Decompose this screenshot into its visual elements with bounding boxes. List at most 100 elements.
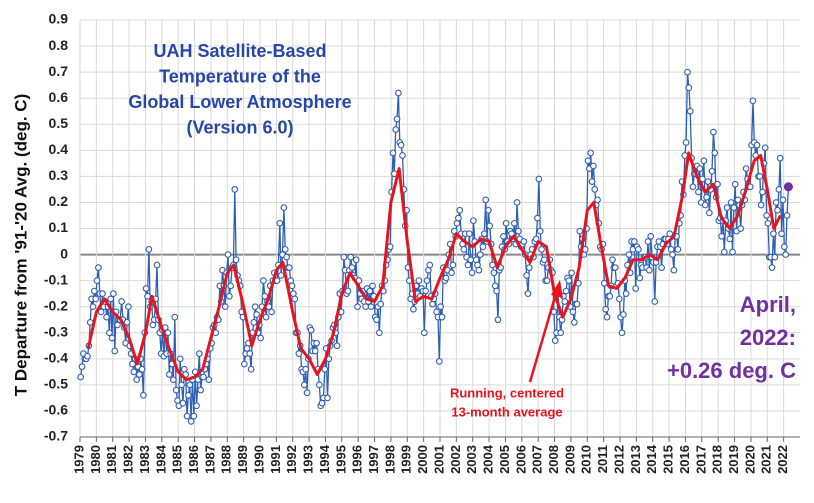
data-point xyxy=(764,219,772,227)
data-point xyxy=(761,144,769,152)
data-point xyxy=(97,308,105,316)
x-tick-label: 2003 xyxy=(464,445,479,474)
data-point xyxy=(225,292,233,300)
x-tick-label: 2000 xyxy=(415,445,430,474)
data-point xyxy=(568,269,575,277)
data-point xyxy=(666,230,674,238)
data-point xyxy=(534,214,541,222)
data-point xyxy=(606,292,614,300)
data-point xyxy=(570,318,578,326)
data-point xyxy=(658,264,665,271)
x-tick-label: 2008 xyxy=(546,445,561,474)
data-point xyxy=(283,253,290,261)
data-point xyxy=(705,209,713,217)
data-point xyxy=(465,230,473,238)
x-tick-label: 1992 xyxy=(284,445,299,474)
data-point xyxy=(288,282,296,290)
data-point xyxy=(561,298,569,305)
data-point xyxy=(685,84,693,92)
data-point xyxy=(221,303,229,311)
x-tick-label: 1987 xyxy=(202,445,217,474)
x-tick-label: 1990 xyxy=(251,445,266,474)
x-tick-label: 1994 xyxy=(317,444,332,474)
data-point xyxy=(185,391,192,399)
data-point xyxy=(644,238,652,245)
data-point xyxy=(524,290,532,298)
data-point xyxy=(493,287,500,295)
data-point xyxy=(651,298,659,305)
data-point xyxy=(250,318,258,326)
data-point xyxy=(536,227,544,235)
data-point xyxy=(486,222,494,230)
data-point xyxy=(780,243,788,251)
data-point xyxy=(590,162,597,170)
data-point xyxy=(348,264,356,271)
data-point xyxy=(205,376,213,384)
data-point xyxy=(763,212,770,219)
x-tick-label: 2022 xyxy=(775,445,790,474)
data-point xyxy=(449,261,457,269)
data-point xyxy=(89,303,97,311)
data-point xyxy=(710,128,717,136)
running-average-label: 13-month average xyxy=(451,404,562,419)
x-tick-label: 1996 xyxy=(350,445,365,474)
data-point xyxy=(594,196,601,204)
y-tick-label: -0.1 xyxy=(44,271,68,287)
data-point xyxy=(386,243,394,251)
data-point xyxy=(674,246,682,253)
data-point xyxy=(565,277,573,284)
data-point xyxy=(475,266,483,274)
data-point xyxy=(730,204,738,211)
data-point xyxy=(200,373,207,381)
data-point xyxy=(636,274,644,282)
y-tick-label: 0.7 xyxy=(49,63,69,79)
data-point xyxy=(749,97,757,105)
data-point xyxy=(303,389,311,397)
x-tick-label: 1979 xyxy=(71,445,86,474)
latest-annotation: 2022: xyxy=(740,325,796,350)
data-point xyxy=(422,287,430,295)
data-point xyxy=(460,246,468,253)
data-point xyxy=(776,154,784,162)
x-tick-label: 1985 xyxy=(170,445,185,474)
data-point xyxy=(110,290,117,298)
data-point xyxy=(602,305,610,313)
y-tick-label: -0.6 xyxy=(44,402,68,418)
data-point xyxy=(723,204,731,211)
data-point xyxy=(392,126,400,133)
data-point xyxy=(183,412,191,420)
data-point xyxy=(695,188,702,196)
data-point xyxy=(711,149,719,157)
data-point xyxy=(448,269,455,277)
data-point xyxy=(756,173,764,180)
data-point xyxy=(467,256,475,264)
data-point xyxy=(782,251,790,258)
data-point xyxy=(377,300,385,308)
data-point xyxy=(285,264,293,271)
data-point xyxy=(165,371,173,378)
data-point xyxy=(389,149,397,157)
data-point xyxy=(186,381,194,389)
data-point xyxy=(771,253,779,261)
data-point xyxy=(138,365,146,373)
data-point xyxy=(187,418,195,425)
x-tick-label: 2006 xyxy=(513,445,528,474)
data-point xyxy=(625,251,633,258)
data-point xyxy=(144,292,151,300)
data-point xyxy=(714,180,721,188)
data-point xyxy=(262,313,270,321)
y-tick-label: 0.4 xyxy=(49,141,69,157)
y-tick-label: 0 xyxy=(60,245,68,261)
data-point xyxy=(111,347,119,355)
data-point xyxy=(366,287,374,295)
data-point xyxy=(300,381,308,389)
data-point xyxy=(277,272,285,279)
data-point xyxy=(129,360,136,368)
data-point xyxy=(435,358,443,365)
data-point xyxy=(576,227,584,235)
data-point xyxy=(321,365,329,373)
data-point xyxy=(438,313,446,321)
data-point xyxy=(246,350,254,357)
y-tick-label: 0.8 xyxy=(49,37,69,53)
x-tick-label: 1997 xyxy=(366,445,381,474)
